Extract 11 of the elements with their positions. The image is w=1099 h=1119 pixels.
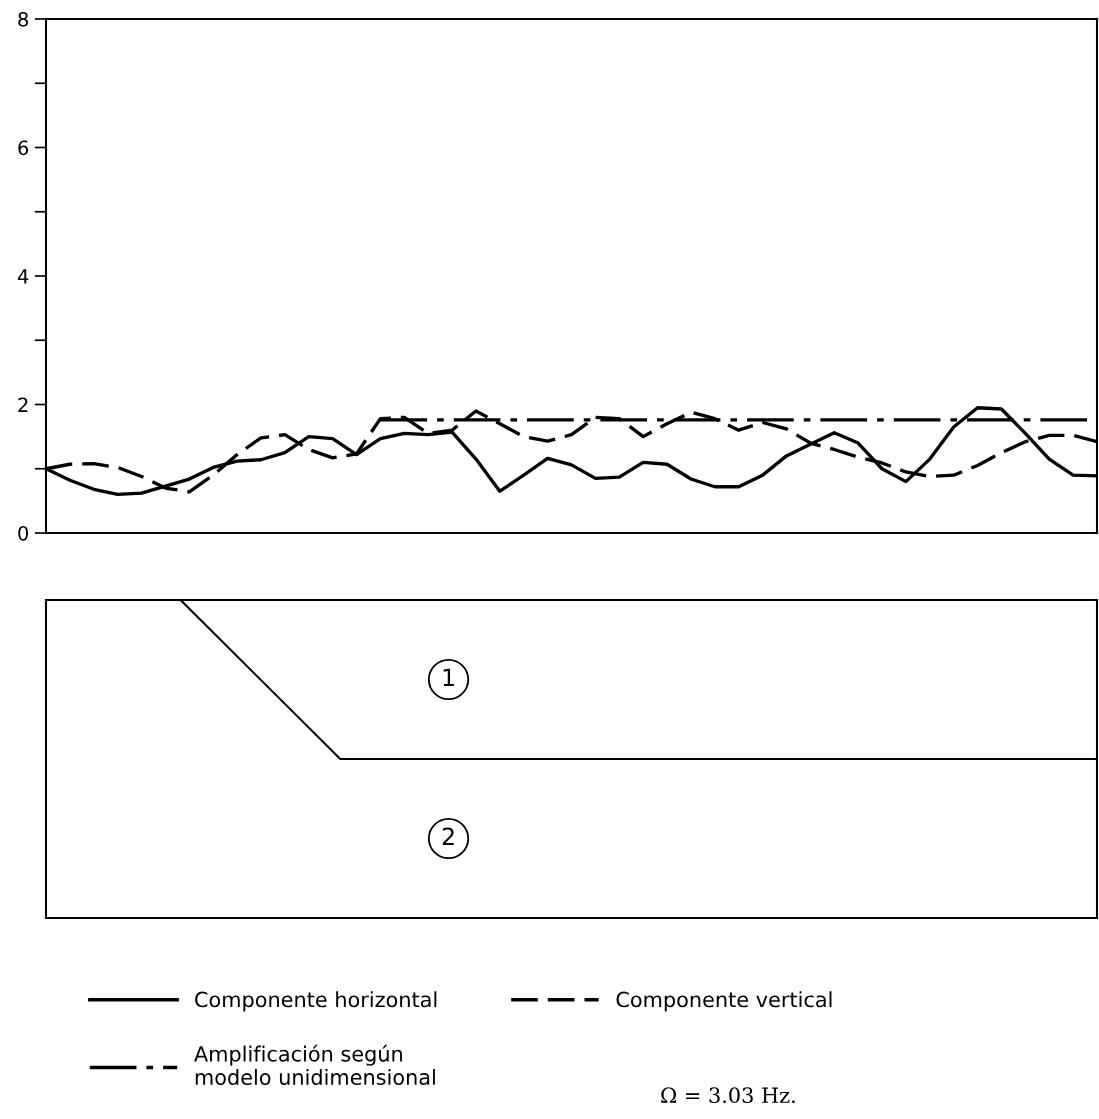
y-tick-label: 0: [18, 525, 29, 541]
y-tick-label: 2: [18, 397, 28, 412]
legend-label: Componente vertical: [616, 991, 832, 1012]
text: Ω = 3.03 Hz.: [661, 1087, 795, 1104]
text: 2: [442, 827, 454, 846]
legend-label: Amplificación según modelo unidimensional: [194, 1044, 435, 1086]
y-tick-label: 8: [18, 11, 28, 27]
legend-label: Componente horizontal: [195, 991, 437, 1012]
y-tick-label: 6: [18, 140, 29, 156]
y-tick-label: 4: [17, 269, 29, 284]
text: 1: [443, 668, 454, 687]
